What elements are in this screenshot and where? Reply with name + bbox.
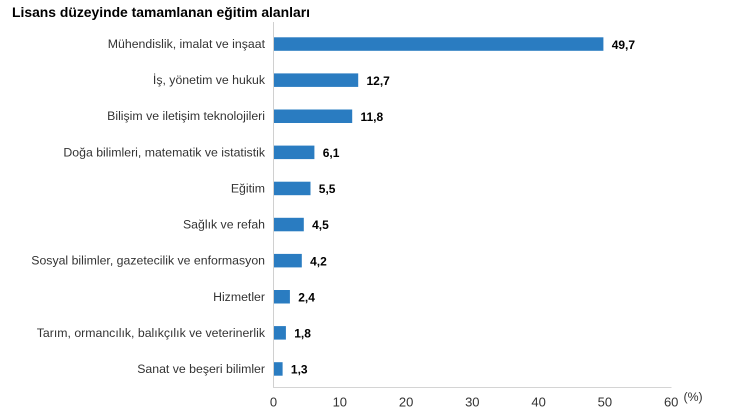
svg-text:20: 20 [399,394,413,407]
svg-text:40: 40 [531,394,545,407]
svg-text:5,5: 5,5 [319,182,336,196]
svg-text:Sanat ve beşeri bilimler: Sanat ve beşeri bilimler [137,362,265,376]
svg-text:2,4: 2,4 [298,290,315,304]
svg-text:Hizmetler: Hizmetler [213,290,265,304]
svg-text:Sosyal bilimler, gazetecilik v: Sosyal bilimler, gazetecilik ve enformas… [31,254,265,268]
svg-text:Eğitim: Eğitim [231,181,265,195]
svg-text:1,3: 1,3 [291,363,308,377]
svg-text:Bilişim ve iletişim teknolojil: Bilişim ve iletişim teknolojileri [107,109,265,123]
svg-text:10: 10 [333,394,347,407]
svg-text:30: 30 [465,394,479,407]
svg-text:12,7: 12,7 [367,74,391,88]
svg-text:(%): (%) [684,390,703,404]
svg-text:60: 60 [664,394,678,407]
svg-text:Lisans düzeyinde tamamlanan eğ: Lisans düzeyinde tamamlanan eğitim alanl… [12,4,310,20]
svg-text:Doğa bilimleri, matematik ve i: Doğa bilimleri, matematik ve istatistik [63,145,265,159]
svg-text:Mühendislik, imalat ve inşaat: Mühendislik, imalat ve inşaat [108,37,266,51]
svg-text:50: 50 [598,394,612,407]
svg-text:49,7: 49,7 [612,38,636,52]
svg-text:11,8: 11,8 [361,110,384,124]
svg-text:4,5: 4,5 [312,218,329,232]
svg-text:1,8: 1,8 [294,327,311,341]
svg-text:6,1: 6,1 [323,146,340,160]
svg-text:4,2: 4,2 [310,254,327,268]
svg-text:İş, yönetim ve hukuk: İş, yönetim ve hukuk [153,73,266,87]
svg-text:Tarım, ormancılık, balıkçılık: Tarım, ormancılık, balıkçılık ve veterin… [37,326,266,340]
svg-text:0: 0 [270,394,277,407]
svg-text:Sağlık ve refah: Sağlık ve refah [183,218,265,232]
